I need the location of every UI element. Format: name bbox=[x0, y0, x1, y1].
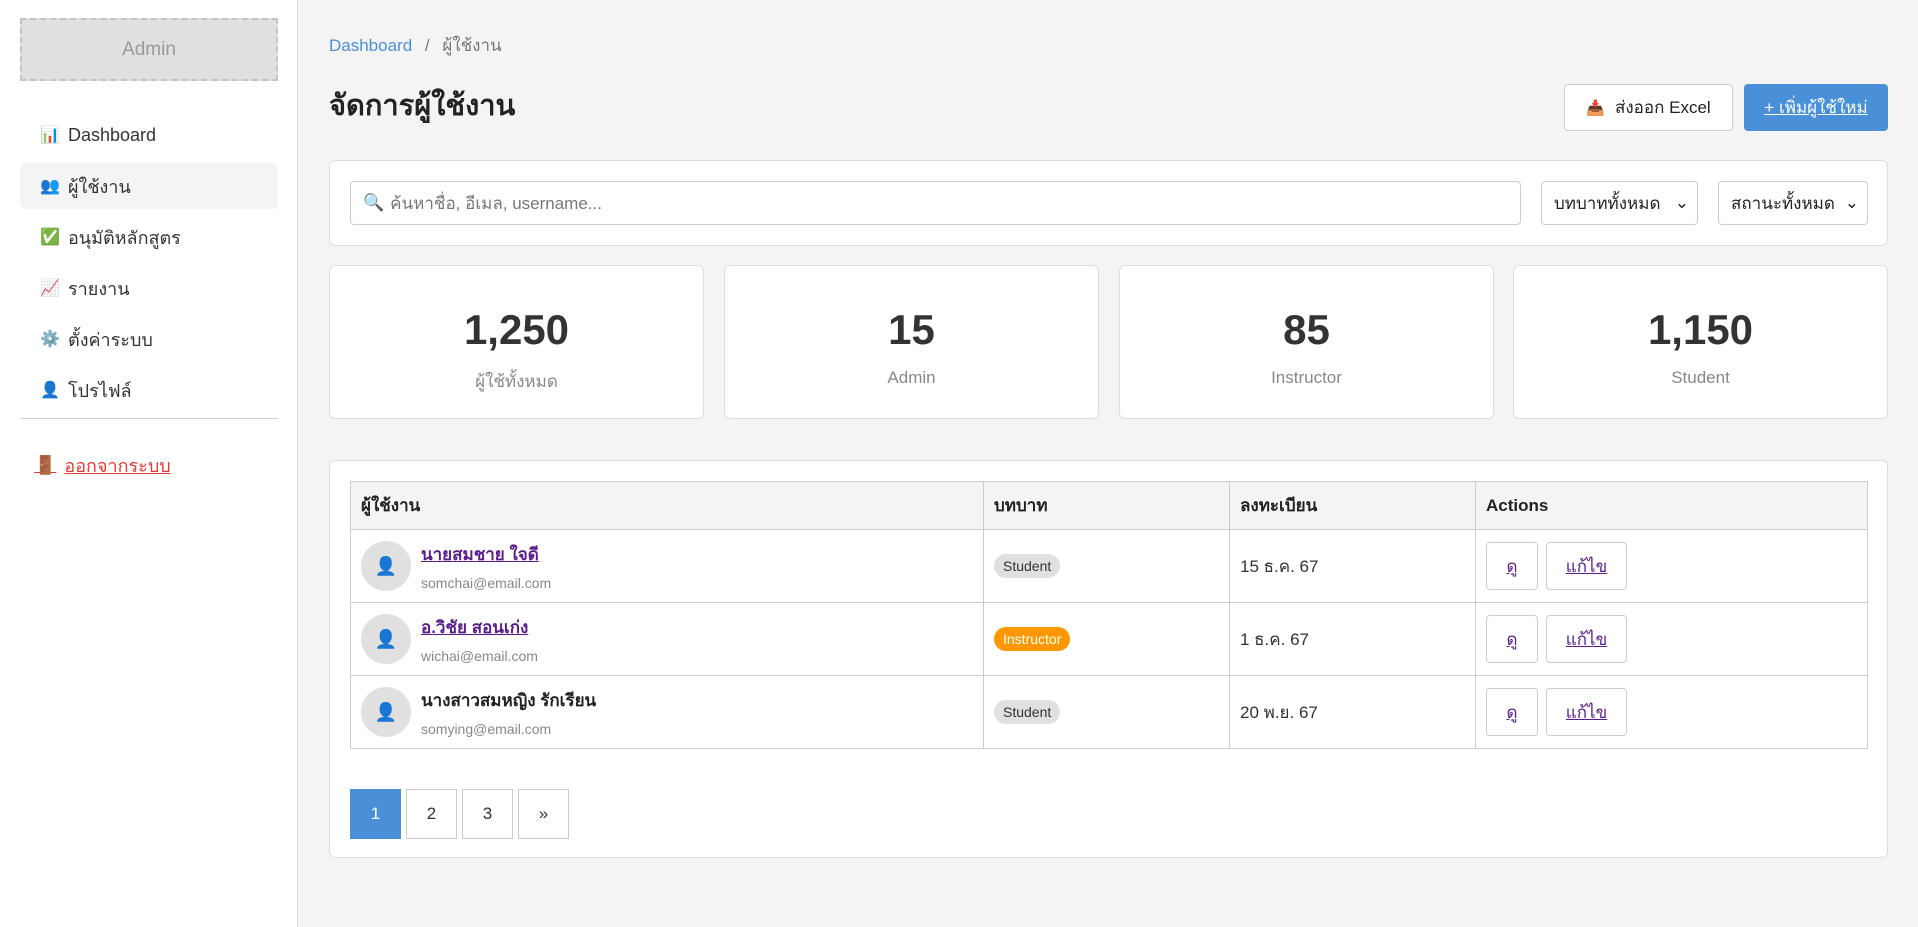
logout-label: ออกจากระบบ bbox=[64, 456, 171, 476]
user-name-link[interactable]: อ.วิชัย สอนเก่ง bbox=[421, 618, 529, 637]
avatar-user-icon: 👤 bbox=[361, 687, 411, 737]
sidebar-item-dashboard[interactable]: 📊 Dashboard bbox=[20, 112, 278, 158]
sidebar-item-label: รายงาน bbox=[68, 278, 130, 299]
sidebar-item-reports[interactable]: 📈 รายงาน bbox=[20, 265, 278, 311]
stat-label: Instructor bbox=[1271, 368, 1342, 387]
export-excel-button[interactable]: 📥 ส่งออก Excel bbox=[1564, 84, 1733, 131]
role-select[interactable]: บทบาททั้งหมด ⌄ bbox=[1541, 181, 1698, 225]
stat-value: 15 bbox=[888, 306, 935, 353]
edit-button[interactable]: แก้ไข bbox=[1546, 615, 1627, 663]
avatar-user-icon: 👤 bbox=[361, 614, 411, 664]
export-label: ส่งออก Excel bbox=[1615, 98, 1711, 117]
view-button[interactable]: ดู bbox=[1486, 688, 1538, 736]
stat-value: 85 bbox=[1283, 306, 1330, 353]
sidebar-item-label: โปรไฟล์ bbox=[68, 380, 132, 401]
table-row: 👤 นางสาวสมหญิง รักเรียน somying@email.com … bbox=[350, 675, 1868, 749]
stat-card-student: 1,150 Student bbox=[1513, 265, 1888, 419]
column-header-registered: ลงทะเบียน bbox=[1229, 481, 1476, 530]
chevron-down-icon: ⌄ bbox=[1674, 193, 1689, 212]
edit-button[interactable]: แก้ไข bbox=[1546, 688, 1627, 736]
view-button[interactable]: ดู bbox=[1486, 615, 1538, 663]
add-user-button[interactable]: + เพิ่มผู้ใช้ใหม่ bbox=[1744, 84, 1888, 131]
search-icon: 🔍 bbox=[363, 193, 385, 212]
sidebar-item-approve-courses[interactable]: ✅ อนุมัติหลักสูตร bbox=[20, 214, 278, 260]
sidebar-item-label: Dashboard bbox=[68, 124, 157, 145]
sidebar-divider bbox=[20, 418, 278, 419]
user-email: somchai@email.com bbox=[421, 575, 552, 591]
download-icon: 📥 bbox=[1586, 99, 1605, 117]
sidebar-item-settings[interactable]: ⚙️ ตั้งค่าระบบ bbox=[20, 316, 278, 362]
sidebar-item-users[interactable]: 👥 ผู้ใช้งาน bbox=[20, 163, 278, 209]
registered-date: 1 ธ.ค. 67 bbox=[1229, 602, 1476, 676]
role-badge: Student bbox=[994, 554, 1061, 578]
stat-value: 1,150 bbox=[1647, 306, 1754, 353]
role-badge: Student bbox=[994, 700, 1061, 724]
next-page-button[interactable]: » bbox=[518, 789, 569, 839]
users-icon: 👥 bbox=[40, 178, 60, 195]
search-input[interactable]: 🔍 ค้นหาชื่อ, อีเมล, username... bbox=[350, 181, 1521, 225]
sidebar-nav: 📊 Dashboard 👥 ผู้ใช้งาน ✅ อนุมัติหลักสูตร 📈… bbox=[20, 112, 278, 418]
view-button[interactable]: ดู bbox=[1486, 542, 1538, 590]
filter-card: 🔍 ค้นหาชื่อ, อีเมล, username... บทบาททั้ง… bbox=[329, 160, 1888, 246]
logo-placeholder: Admin bbox=[20, 18, 278, 81]
stat-label: Admin bbox=[887, 368, 936, 387]
trend-chart-icon: 📈 bbox=[40, 280, 60, 297]
stat-card-total: 1,250 ผู้ใช้ทั้งหมด bbox=[329, 265, 704, 419]
search-placeholder: ค้นหาชื่อ, อีเมล, username... bbox=[390, 193, 602, 213]
user-name: นางสาวสมหญิง รักเรียน bbox=[421, 691, 597, 710]
sidebar-item-label: ผู้ใช้งาน bbox=[68, 176, 131, 197]
table-row: 👤 อ.วิชัย สอนเก่ง wichai@email.com Instruc… bbox=[350, 602, 1868, 676]
breadcrumb-dashboard-link[interactable]: Dashboard bbox=[329, 36, 413, 55]
breadcrumb-separator: / bbox=[424, 36, 430, 55]
column-header-user: ผู้ใช้งาน bbox=[350, 481, 984, 530]
role-badge: Instructor bbox=[994, 627, 1071, 651]
users-table-card: ผู้ใช้งาน บทบาท ลงทะเบียน Actions 👤 นายสม… bbox=[329, 460, 1888, 858]
check-icon: ✅ bbox=[40, 229, 60, 246]
stat-label: ผู้ใช้ทั้งหมด bbox=[475, 372, 558, 391]
user-icon: 👤 bbox=[40, 382, 60, 399]
column-header-actions: Actions bbox=[1475, 481, 1868, 530]
registered-date: 15 ธ.ค. 67 bbox=[1229, 529, 1476, 603]
chevron-down-icon: ⌄ bbox=[1844, 193, 1859, 212]
page-title: จัดการผู้ใช้งาน bbox=[329, 90, 516, 122]
sidebar-item-label: อนุมัติหลักสูตร bbox=[68, 227, 181, 248]
user-email: somying@email.com bbox=[421, 721, 552, 737]
bar-chart-icon: 📊 bbox=[40, 127, 60, 144]
user-email: wichai@email.com bbox=[421, 648, 538, 664]
user-name-link[interactable]: นายสมชาย ใจดี bbox=[421, 545, 539, 564]
breadcrumb-current: ผู้ใช้งาน bbox=[442, 36, 502, 55]
sidebar-item-profile[interactable]: 👤 โปรไฟล์ bbox=[20, 367, 278, 413]
registered-date: 20 พ.ย. 67 bbox=[1229, 675, 1476, 749]
table-row: 👤 นายสมชาย ใจดี somchai@email.com Student … bbox=[350, 529, 1868, 603]
page-3-button[interactable]: 3 bbox=[462, 789, 513, 839]
stat-card-admin: 15 Admin bbox=[724, 265, 1099, 419]
sidebar: Admin 📊 Dashboard 👥 ผู้ใช้งาน ✅ อนุมัติหลัก… bbox=[0, 0, 298, 927]
pagination: 1 2 3 » bbox=[350, 789, 574, 839]
status-select-value: สถานะทั้งหมด bbox=[1731, 193, 1835, 213]
gear-icon: ⚙️ bbox=[40, 331, 60, 348]
stat-value: 1,250 bbox=[463, 306, 570, 353]
breadcrumb: Dashboard / ผู้ใช้งาน bbox=[329, 32, 502, 59]
column-header-role: บทบาท bbox=[983, 481, 1230, 530]
stat-card-instructor: 85 Instructor bbox=[1119, 265, 1494, 419]
stat-label: Student bbox=[1671, 368, 1730, 387]
avatar-user-icon: 👤 bbox=[361, 541, 411, 591]
users-table: ผู้ใช้งาน บทบาท ลงทะเบียน Actions 👤 นายสม… bbox=[350, 481, 1868, 749]
page-2-button[interactable]: 2 bbox=[406, 789, 457, 839]
page-1-button[interactable]: 1 bbox=[350, 789, 401, 839]
logout-link[interactable]: 🚪 ออกจากระบบ bbox=[34, 451, 171, 480]
status-select[interactable]: สถานะทั้งหมด ⌄ bbox=[1718, 181, 1868, 225]
sidebar-item-label: ตั้งค่าระบบ bbox=[68, 329, 153, 350]
door-icon: 🚪 bbox=[34, 455, 57, 475]
edit-button[interactable]: แก้ไข bbox=[1546, 542, 1627, 590]
role-select-value: บทบาททั้งหมด bbox=[1554, 193, 1661, 213]
